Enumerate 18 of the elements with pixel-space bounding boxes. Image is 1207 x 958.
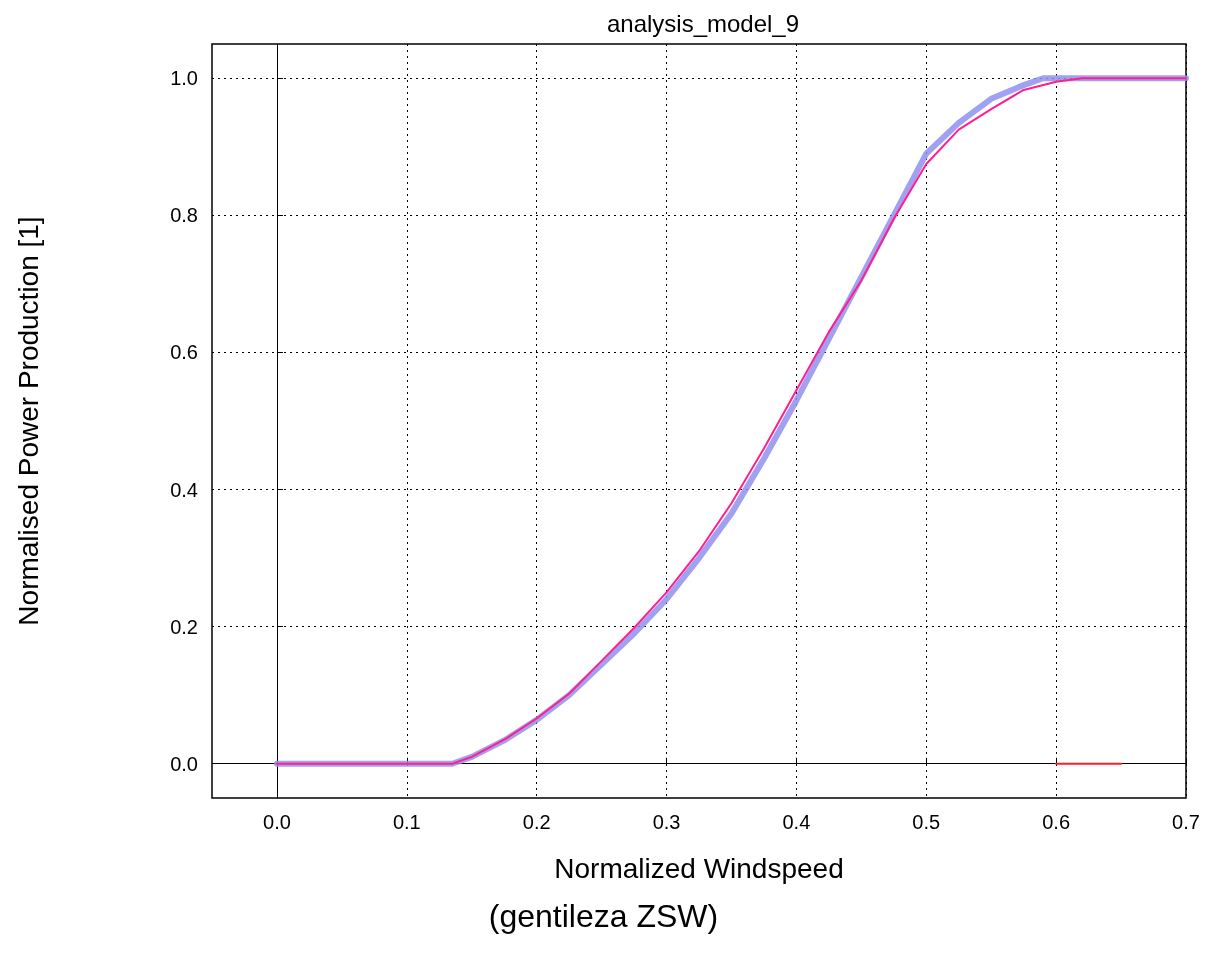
- y-tick-label: 0.0: [170, 752, 198, 775]
- x-tick-label: 0.4: [782, 811, 811, 833]
- chart-title: analysis_model_9: [606, 9, 800, 37]
- y-tick-label: 1.0: [170, 67, 198, 90]
- x-tick-label: 0.6: [1042, 811, 1071, 833]
- y-tick-label: 0.2: [170, 615, 198, 638]
- text: (gentileza ZSW): [488, 898, 719, 934]
- y-tick-label: 0.4: [170, 478, 198, 501]
- x-tick-label: 0.2: [522, 811, 551, 833]
- x-tick-label: 0.5: [912, 811, 941, 833]
- x-tick-label: 0.0: [263, 811, 291, 833]
- y-axis-title: Normalised Power Production [1]: [12, 216, 44, 626]
- y-tick-label: 0.6: [170, 341, 198, 364]
- y-tick-label: 0.8: [170, 204, 198, 227]
- x-axis-title: Normalized Windspeed: [554, 852, 844, 884]
- x-tick-label: 0.7: [1172, 811, 1200, 833]
- x-tick-label: 0.3: [652, 811, 681, 833]
- x-tick-label: 0.1: [392, 811, 421, 833]
